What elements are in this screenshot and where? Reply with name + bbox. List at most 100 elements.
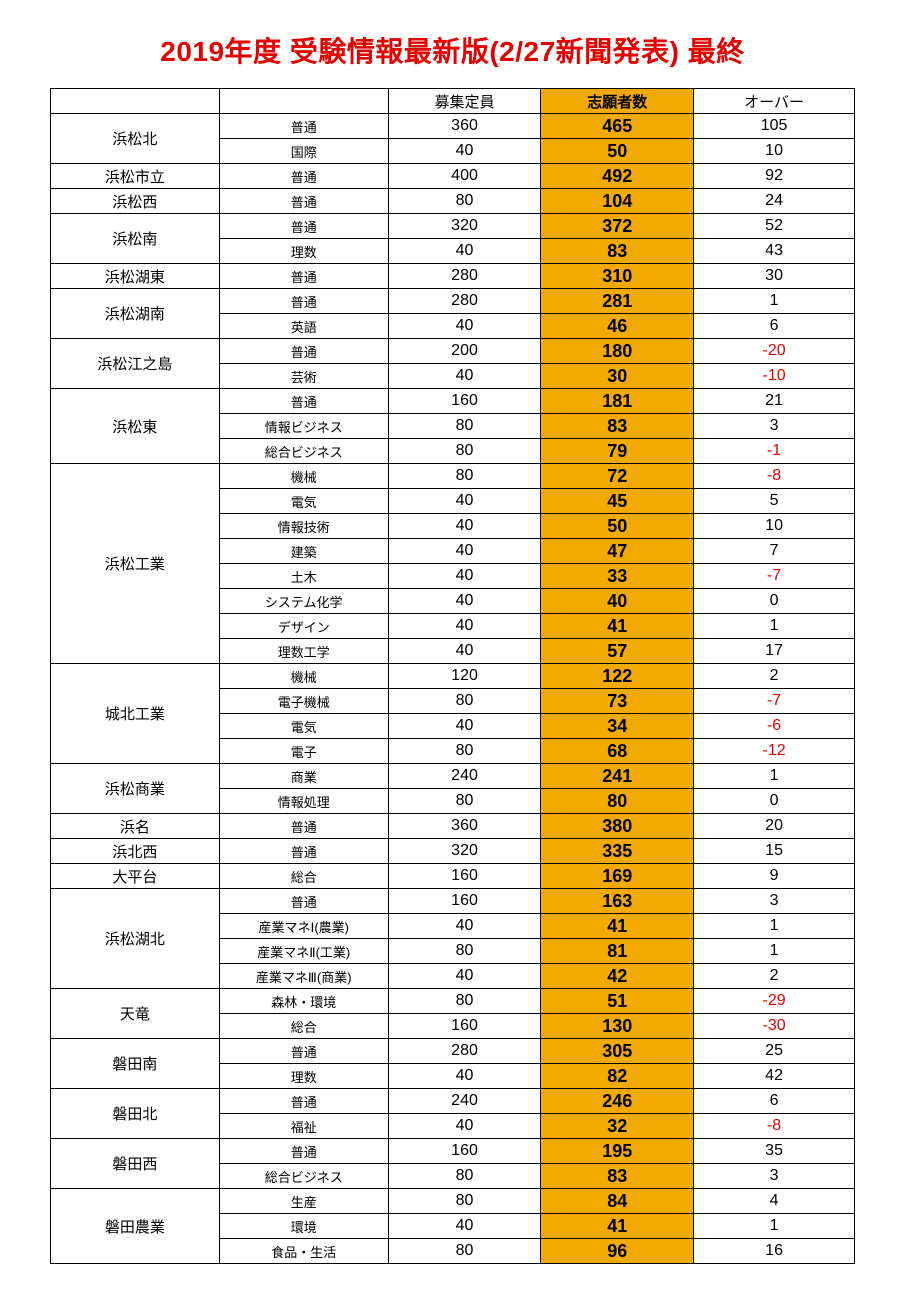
over-cell: 3 [694, 889, 855, 914]
department-cell: 情報技術 [219, 514, 388, 539]
header-applicants: 志願者数 [541, 89, 694, 114]
applicants-cell: 380 [541, 814, 694, 839]
applicants-cell: 50 [541, 139, 694, 164]
department-cell: 普通 [219, 289, 388, 314]
department-cell: 産業マネⅡ(工業) [219, 939, 388, 964]
over-cell: 1 [694, 764, 855, 789]
table-row: 浜北西普通32033515 [51, 839, 855, 864]
applicants-cell: 46 [541, 314, 694, 339]
over-cell: 3 [694, 1164, 855, 1189]
applicants-cell: 372 [541, 214, 694, 239]
applicants-cell: 80 [541, 789, 694, 814]
applicants-cell: 73 [541, 689, 694, 714]
over-cell: 2 [694, 664, 855, 689]
applicants-cell: 104 [541, 189, 694, 214]
department-cell: 普通 [219, 389, 388, 414]
capacity-cell: 320 [388, 214, 541, 239]
over-cell: -8 [694, 464, 855, 489]
over-cell: 30 [694, 264, 855, 289]
department-cell: 情報処理 [219, 789, 388, 814]
capacity-cell: 80 [388, 464, 541, 489]
table-row: 城北工業機械1201222 [51, 664, 855, 689]
over-cell: -20 [694, 339, 855, 364]
school-name-cell: 磐田北 [51, 1089, 220, 1139]
table-row: 磐田北普通2402466 [51, 1089, 855, 1114]
capacity-cell: 160 [388, 889, 541, 914]
over-cell: 24 [694, 189, 855, 214]
capacity-cell: 80 [388, 789, 541, 814]
capacity-cell: 400 [388, 164, 541, 189]
table-row: 浜松湖南普通2802811 [51, 289, 855, 314]
over-cell: -1 [694, 439, 855, 464]
applicants-cell: 41 [541, 914, 694, 939]
capacity-cell: 40 [388, 139, 541, 164]
applicants-cell: 83 [541, 1164, 694, 1189]
department-cell: 情報ビジネス [219, 414, 388, 439]
capacity-cell: 40 [388, 714, 541, 739]
over-cell: -12 [694, 739, 855, 764]
applicants-cell: 130 [541, 1014, 694, 1039]
capacity-cell: 120 [388, 664, 541, 689]
applicants-cell: 50 [541, 514, 694, 539]
capacity-cell: 40 [388, 914, 541, 939]
department-cell: 建築 [219, 539, 388, 564]
over-cell: 1 [694, 614, 855, 639]
capacity-cell: 40 [388, 314, 541, 339]
school-name-cell: 浜松市立 [51, 164, 220, 189]
department-cell: 産業マネⅢ(商業) [219, 964, 388, 989]
capacity-cell: 160 [388, 1014, 541, 1039]
department-cell: 福祉 [219, 1114, 388, 1139]
table-row: 浜松湖北普通1601633 [51, 889, 855, 914]
department-cell: 普通 [219, 114, 388, 139]
applicants-cell: 84 [541, 1189, 694, 1214]
department-cell: 機械 [219, 664, 388, 689]
department-cell: 理数工学 [219, 639, 388, 664]
over-cell: -10 [694, 364, 855, 389]
department-cell: 普通 [219, 339, 388, 364]
over-cell: 92 [694, 164, 855, 189]
capacity-cell: 80 [388, 739, 541, 764]
capacity-cell: 40 [388, 639, 541, 664]
page-title: 2019年度 受験情報最新版(2/27新聞発表) 最終 [50, 30, 855, 70]
over-cell: 16 [694, 1239, 855, 1264]
department-cell: 普通 [219, 814, 388, 839]
applicants-cell: 41 [541, 1214, 694, 1239]
department-cell: システム化学 [219, 589, 388, 614]
table-row: 浜松北普通360465105 [51, 114, 855, 139]
school-name-cell: 浜松南 [51, 214, 220, 264]
applicants-cell: 41 [541, 614, 694, 639]
over-cell: 2 [694, 964, 855, 989]
applicants-cell: 310 [541, 264, 694, 289]
applicants-cell: 169 [541, 864, 694, 889]
department-cell: 国際 [219, 139, 388, 164]
department-cell: 機械 [219, 464, 388, 489]
applicants-cell: 83 [541, 414, 694, 439]
header-dept [219, 89, 388, 114]
department-cell: 産業マネⅠ(農業) [219, 914, 388, 939]
over-cell: 1 [694, 914, 855, 939]
over-cell: 6 [694, 314, 855, 339]
table-row: 浜松市立普通40049292 [51, 164, 855, 189]
over-cell: -29 [694, 989, 855, 1014]
over-cell: 35 [694, 1139, 855, 1164]
department-cell: 総合 [219, 1014, 388, 1039]
over-cell: 10 [694, 139, 855, 164]
department-cell: 普通 [219, 264, 388, 289]
applicants-cell: 45 [541, 489, 694, 514]
applicants-cell: 492 [541, 164, 694, 189]
over-cell: 52 [694, 214, 855, 239]
capacity-cell: 80 [388, 939, 541, 964]
table-header-row: 募集定員志願者数オーバー [51, 89, 855, 114]
over-cell: 0 [694, 589, 855, 614]
applicants-cell: 96 [541, 1239, 694, 1264]
school-name-cell: 磐田南 [51, 1039, 220, 1089]
department-cell: 土木 [219, 564, 388, 589]
capacity-cell: 360 [388, 814, 541, 839]
department-cell: デザイン [219, 614, 388, 639]
over-cell: -30 [694, 1014, 855, 1039]
applicants-cell: 163 [541, 889, 694, 914]
applicants-cell: 34 [541, 714, 694, 739]
department-cell: 芸術 [219, 364, 388, 389]
over-cell: 5 [694, 489, 855, 514]
capacity-cell: 80 [388, 414, 541, 439]
